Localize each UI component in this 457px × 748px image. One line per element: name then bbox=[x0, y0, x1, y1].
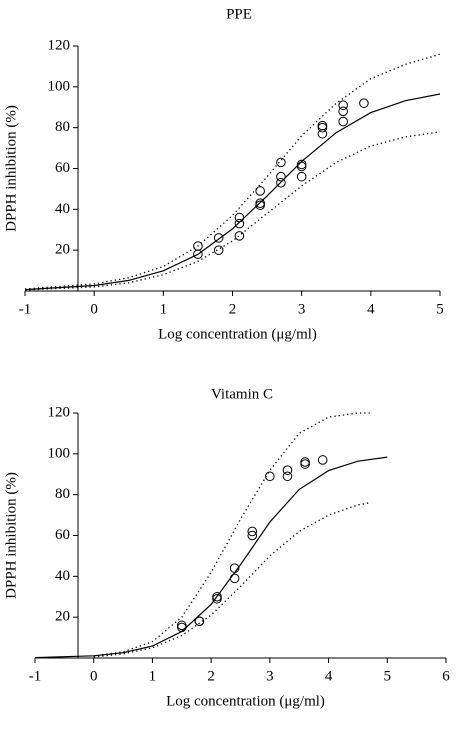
chart-title: Vitamin C bbox=[211, 386, 273, 402]
panel: Vitamin C Log concentration (μg/ml) DPPH i… bbox=[3, 386, 450, 709]
confidence-band bbox=[24, 131, 441, 291]
data-point bbox=[247, 526, 258, 537]
y-tick-label: 20 bbox=[55, 609, 70, 625]
y-tick-label: 40 bbox=[55, 201, 70, 217]
x-tick-label: 4 bbox=[325, 668, 333, 684]
x-tick-label: -1 bbox=[29, 668, 42, 684]
chart-title: PPE bbox=[226, 6, 252, 22]
data-point bbox=[300, 459, 310, 469]
y-tick-label: 40 bbox=[55, 568, 70, 584]
y-tick-label: 80 bbox=[55, 119, 70, 135]
x-tick-label: 1 bbox=[149, 668, 157, 684]
x-tick-label: 0 bbox=[90, 301, 98, 317]
data-point bbox=[300, 457, 310, 467]
y-tick-label: 60 bbox=[55, 160, 70, 176]
data-point bbox=[234, 231, 245, 241]
y-tick-label: 100 bbox=[48, 78, 71, 94]
data-point bbox=[317, 455, 328, 465]
x-axis-label: Log concentration (μg/ml) bbox=[166, 693, 325, 709]
x-tick-label: 4 bbox=[367, 301, 375, 317]
data-point bbox=[338, 106, 348, 117]
x-tick-label: 5 bbox=[384, 668, 392, 684]
x-tick-label: 3 bbox=[298, 301, 306, 317]
data-point bbox=[265, 471, 275, 482]
data-point bbox=[317, 128, 328, 139]
data-point bbox=[213, 233, 224, 243]
data-point bbox=[338, 116, 348, 127]
x-tick-label: 0 bbox=[90, 668, 98, 684]
x-tick-label: 3 bbox=[266, 668, 274, 684]
y-tick-label: 120 bbox=[48, 37, 71, 53]
data-point bbox=[338, 100, 348, 111]
data-point bbox=[282, 465, 293, 475]
data-point bbox=[229, 563, 240, 573]
y-tick-label: 60 bbox=[55, 527, 70, 543]
y-tick-label: 80 bbox=[55, 486, 70, 502]
data-point bbox=[317, 120, 328, 131]
data-point bbox=[282, 471, 293, 482]
data-point bbox=[194, 616, 205, 627]
data-point bbox=[234, 212, 245, 223]
data-point bbox=[276, 177, 286, 188]
panel: PPE Log concentration (μg/ml) DPPH inhibit… bbox=[3, 6, 443, 342]
data-point bbox=[296, 171, 307, 182]
confidence-band bbox=[24, 53, 441, 290]
confidence-band bbox=[93, 412, 370, 657]
data-point bbox=[193, 249, 203, 260]
fit-curve bbox=[24, 93, 441, 291]
y-tick-label: 20 bbox=[55, 242, 70, 258]
data-point bbox=[234, 218, 245, 229]
data-point bbox=[276, 157, 286, 168]
data-point bbox=[212, 593, 222, 604]
data-point bbox=[317, 122, 328, 133]
confidence-band bbox=[93, 502, 370, 658]
data-point bbox=[255, 186, 265, 196]
fit-curve bbox=[34, 456, 388, 659]
data-point bbox=[213, 245, 224, 255]
data-point bbox=[359, 98, 369, 108]
data-point bbox=[176, 620, 187, 631]
y-tick-label: 120 bbox=[48, 404, 71, 420]
y-axis-label: DPPH inhibition (%) bbox=[3, 472, 19, 599]
data-point bbox=[229, 573, 240, 584]
x-tick-label: 2 bbox=[207, 668, 215, 684]
data-point bbox=[276, 171, 286, 182]
x-tick-label: 1 bbox=[160, 301, 168, 317]
data-point bbox=[255, 200, 265, 211]
data-point bbox=[247, 530, 258, 541]
data-point bbox=[176, 622, 187, 633]
x-tick-label: 2 bbox=[229, 301, 237, 317]
x-tick-label: 6 bbox=[442, 668, 450, 684]
y-axis-label: DPPH inhibition (%) bbox=[3, 105, 19, 232]
x-tick-label: 5 bbox=[436, 301, 444, 317]
x-tick-label: -1 bbox=[19, 301, 32, 317]
x-axis-label: Log concentration (μg/ml) bbox=[158, 326, 317, 342]
data-point bbox=[296, 161, 307, 172]
y-tick-label: 100 bbox=[48, 445, 71, 461]
